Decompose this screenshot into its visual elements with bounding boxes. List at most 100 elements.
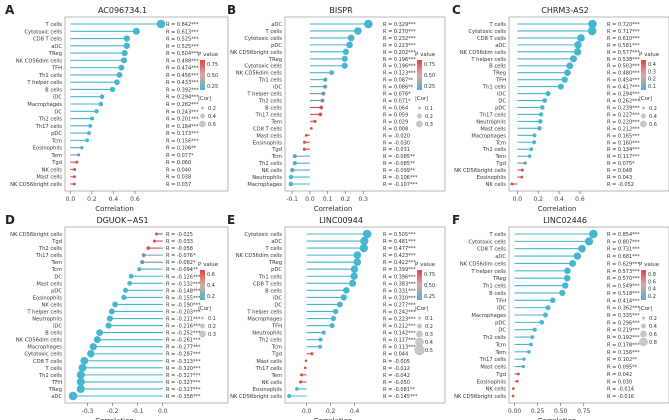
lollipop-point: [348, 279, 357, 287]
panel-a: A AC096734.1 0.0 0.2 0.4 0.6 Correlation T cell…: [5, 3, 229, 213]
legend-cor-title: |Cor|: [639, 306, 652, 312]
legend-pvalue-tick: 0.4: [648, 62, 656, 68]
row-label: Eosinophils: [33, 295, 63, 301]
lollipop-point: [80, 145, 84, 150]
row-label: Tgd: [271, 147, 282, 153]
legend-cor-tick: 0.6: [649, 122, 657, 128]
lollipop-point: [561, 282, 569, 289]
r-annotation: R = 0.807***: [607, 239, 640, 245]
legend-pvalue-colorbar: [641, 270, 646, 300]
lollipop-point: [292, 154, 297, 159]
r-annotation: R = -0.126***: [166, 274, 201, 280]
lollipop-point: [341, 55, 348, 62]
panel-c: C CHRM3-AS2 0.0 0.2 0.4 0.6 Correlation T cells…: [452, 3, 669, 213]
row-label: Cytotoxic cells: [468, 239, 506, 245]
row-label: Th2 cells: [482, 147, 506, 153]
r-annotation: R = 0.048: [607, 168, 632, 174]
row-label: Th17 cells: [35, 253, 63, 259]
lollipop-point: [538, 119, 543, 124]
r-annotation: R = 0.842***: [166, 22, 199, 28]
row-label: Cytotoxic cells: [24, 352, 62, 358]
x-tick-label: -0.2: [107, 408, 119, 415]
row-label: TReg: [48, 51, 62, 57]
lollipop-point: [302, 140, 307, 144]
lollipop-point: [527, 154, 532, 158]
legend-pvalue-tick: 0.2: [648, 294, 656, 300]
lollipop-point: [137, 267, 142, 272]
row-label: DC: [274, 302, 282, 308]
lollipop-point: [304, 359, 308, 363]
lollipop-point: [549, 297, 556, 304]
x-tick-label: 0.0: [513, 196, 523, 203]
r-annotation: R = 0.102**: [607, 357, 638, 363]
r-annotation: R = -0.327***: [166, 380, 201, 386]
panel-title: AC096734.1: [98, 6, 147, 15]
row-label: Neutrophils: [32, 317, 62, 323]
lollipop-point: [561, 76, 568, 83]
row-label: Th2 cells: [258, 338, 282, 344]
x-tick-label: 0.1: [323, 196, 333, 203]
row-label: TFH: [51, 380, 62, 386]
row-label: NK CD56dim cells: [236, 71, 283, 77]
lollipop-point: [532, 140, 537, 145]
r-annotation: R = 0.525***: [166, 44, 199, 50]
r-annotation: R = 0.854***: [607, 232, 640, 238]
r-annotation: R = 0.173***: [166, 131, 199, 137]
x-axis-label: Correlation: [95, 205, 134, 213]
lollipop-point: [319, 105, 324, 110]
lollipop-point: [537, 126, 542, 131]
row-label: iDC: [497, 92, 506, 98]
row-label: Mast cells: [256, 359, 282, 365]
lollipop-point: [77, 153, 81, 157]
r-annotation: R = 0.106**: [166, 146, 197, 152]
r-annotation: R = -0.050: [383, 380, 410, 386]
r-annotation: R = 0.504***: [166, 51, 199, 57]
lollipop-point: [120, 57, 128, 64]
row-label: Th2 cells: [482, 335, 506, 341]
panel-title: LINC02446: [543, 216, 587, 225]
r-annotation: R = 0.538***: [607, 57, 640, 63]
legend-pvalue-title: P value: [198, 262, 219, 268]
lollipop-point: [318, 344, 323, 349]
lollipop-point: [341, 62, 348, 69]
lollipop-point: [288, 174, 294, 180]
lollipop-point: [529, 342, 533, 347]
lollipop-point: [542, 312, 548, 318]
row-label: CD8 T cells: [253, 281, 282, 287]
legend-pvalue-tick: 0.50: [424, 73, 435, 79]
r-annotation: R = 0.201***: [166, 117, 199, 123]
legend-cor-swatch: [642, 106, 645, 110]
lollipop-point: [98, 101, 104, 107]
lollipop-point: [523, 161, 527, 165]
legend-cor-swatch: [201, 316, 204, 320]
row-label: NK CD56dim cells: [16, 58, 63, 64]
x-tick-label: 0.2: [326, 408, 336, 415]
legend-cor-tick: 0.4: [649, 324, 657, 330]
row-label: T helper cells: [246, 92, 282, 98]
row-label: Cytotoxic cells: [244, 232, 282, 238]
legend-cor-title: |Cor|: [639, 96, 652, 102]
row-label: aDC: [271, 239, 282, 245]
x-tick-label: 0.2: [533, 196, 543, 203]
r-annotation: R = 0.037: [166, 182, 191, 188]
row-label: pDC: [495, 105, 506, 111]
lollipop-point: [302, 147, 306, 151]
lollipop-point: [342, 48, 349, 55]
r-annotation: R = -0.014: [607, 387, 634, 393]
lollipop-point: [569, 259, 577, 267]
legend-pvalue-colorbar: [417, 60, 422, 90]
row-label: T helper cells: [470, 57, 506, 63]
legend-pvalue-tick: 0.25: [207, 84, 218, 90]
legend-pvalue-tick: 0.4: [207, 283, 215, 289]
x-axis-label: Correlation: [314, 205, 353, 213]
r-annotation: R = 0.335***: [607, 313, 640, 319]
r-annotation: R = -0.076*: [166, 253, 196, 259]
lollipop-point: [132, 27, 140, 35]
lollipop-point: [353, 251, 362, 259]
lollipop-point: [321, 330, 326, 335]
lollipop-point: [330, 315, 336, 322]
lollipop-point: [73, 168, 77, 171]
r-annotation: R = 0.239***: [607, 105, 640, 111]
row-label: CD8 T cells: [477, 36, 506, 42]
r-annotation: R = 0.396***: [383, 274, 416, 280]
